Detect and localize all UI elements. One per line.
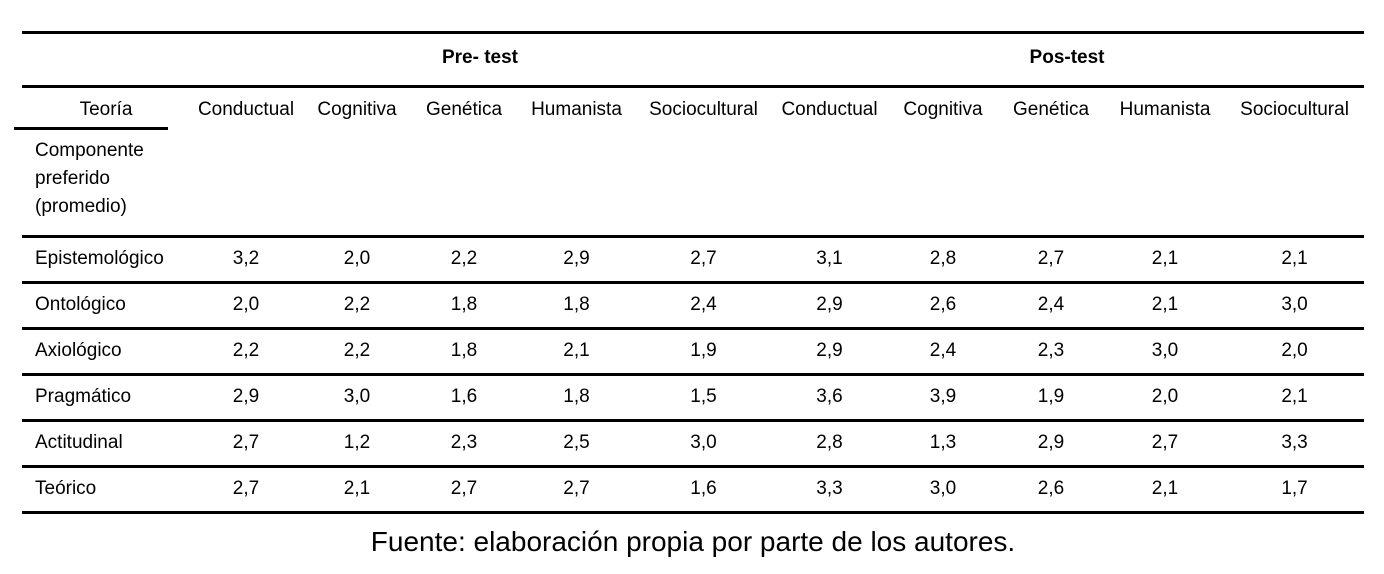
cell-value: 3,0 — [1105, 328, 1226, 376]
column-header-row: Teoría Conductual Cognitiva Genética Hum… — [14, 87, 1364, 133]
column-header-sociocultural-pre: Sociocultural — [649, 99, 758, 120]
cell-value: 1,3 — [889, 420, 998, 468]
cell-value: 1,9 — [997, 374, 1106, 422]
component-header-spacer — [190, 132, 1365, 238]
cell-value: 1,9 — [637, 328, 771, 376]
table-row-ontologico: Ontológico 2,0 2,2 1,8 1,8 2,4 2,9 2,6 2… — [22, 282, 1365, 330]
column-header-genetica-pre: Genética — [425, 99, 503, 120]
table-row-teorico: Teórico 2,7 2,1 2,7 2,7 1,6 3,3 3,0 2,6 … — [22, 467, 1364, 513]
component-subheader-row: Componente preferido (promedio) — [22, 132, 1365, 238]
postest-group-header: Pos-test — [770, 32, 1365, 88]
cell-value: 2,1 — [343, 478, 371, 499]
cell-value: 2,0 — [302, 236, 412, 284]
source-caption: Fuente: elaboración propia por parte de … — [370, 526, 1016, 557]
theory-underline-rule — [14, 127, 168, 130]
cell-value: 2,1 — [1151, 478, 1179, 499]
row-label: Teórico — [35, 478, 97, 499]
column-header-humanista-pos: Humanista — [1119, 99, 1211, 120]
cell-value: 2,0 — [1225, 328, 1365, 376]
cell-value: 2,9 — [190, 374, 302, 422]
cell-value: 2,8 — [770, 420, 890, 468]
column-header-conductual-pos: Conductual — [781, 99, 878, 120]
theory-header-cell: Teoría — [14, 87, 190, 133]
cell-value: 1,6 — [412, 374, 516, 422]
column-header-conductual-pre: Conductual — [197, 99, 295, 120]
cell-value: 2,2 — [302, 328, 412, 376]
cell-value: 2,1 — [1225, 236, 1365, 284]
cell-value: 1,8 — [412, 328, 516, 376]
component-line-1: Componente — [35, 140, 144, 161]
cell-value: 2,7 — [232, 478, 260, 499]
cell-value: 3,0 — [1225, 282, 1365, 330]
cell-value: 2,4 — [997, 282, 1106, 330]
cell-value: 2,9 — [770, 328, 890, 376]
column-header-humanista-pre: Humanista — [531, 99, 622, 120]
cell-value: 2,7 — [1105, 420, 1226, 468]
cell-value: 1,5 — [637, 374, 771, 422]
row-label: Pragmático — [22, 374, 190, 422]
row-label: Epistemológico — [22, 236, 190, 284]
column-header-cognitiva-pos: Cognitiva — [903, 99, 983, 120]
component-line-3: (promedio) — [35, 196, 127, 217]
cell-value: 2,2 — [412, 236, 516, 284]
column-header-genetica-pos: Genética — [1012, 99, 1090, 120]
cell-value: 2,6 — [889, 282, 998, 330]
cell-value: 3,0 — [929, 478, 957, 499]
pretest-group-header: Pre- test — [190, 32, 771, 88]
row-label: Axiológico — [22, 328, 190, 376]
cell-value: 1,7 — [1281, 478, 1308, 499]
cell-value: 3,3 — [1225, 420, 1365, 468]
row-label: Ontológico — [22, 282, 190, 330]
cell-value: 3,3 — [816, 478, 843, 499]
row-label: Actitudinal — [22, 420, 190, 468]
cell-value: 2,7 — [563, 478, 590, 499]
cell-value: 3,6 — [770, 374, 890, 422]
table-figure: Pre- test Pos-test Teoría Conductual Cog… — [14, 31, 1365, 557]
cell-value: 2,4 — [889, 328, 998, 376]
cell-value: 1,2 — [302, 420, 412, 468]
cell-value: 2,1 — [516, 328, 637, 376]
table-row-actitudinal: Actitudinal 2,7 1,2 2,3 2,5 3,0 2,8 1,3 … — [22, 420, 1365, 468]
cell-value: 2,5 — [516, 420, 637, 468]
pre-pos-test-table: Pre- test Pos-test Teoría Conductual Cog… — [14, 31, 1365, 514]
cell-value: 2,1 — [1225, 374, 1365, 422]
cell-value: 2,7 — [637, 236, 771, 284]
cell-value: 2,0 — [190, 282, 302, 330]
cell-value: 2,1 — [1105, 236, 1226, 284]
cell-value: 2,9 — [770, 282, 890, 330]
cell-value: 3,0 — [302, 374, 412, 422]
cell-value: 2,2 — [190, 328, 302, 376]
table-row-epistemologico: Epistemológico 3,2 2,0 2,2 2,9 2,7 3,1 2… — [22, 236, 1365, 284]
cell-value: 3,9 — [889, 374, 998, 422]
cell-value: 1,8 — [516, 282, 637, 330]
component-header-cell: Componente preferido (promedio) — [22, 132, 190, 238]
column-header-sociocultural-pos: Sociocultural — [1240, 99, 1349, 120]
cell-value: 2,3 — [412, 420, 516, 468]
cell-value: 2,0 — [1105, 374, 1226, 422]
table-row-axiologico: Axiológico 2,2 2,2 1,8 2,1 1,9 2,9 2,4 2… — [22, 328, 1365, 376]
column-header-cognitiva-pre: Cognitiva — [317, 99, 397, 120]
theory-header-label: Teoría — [79, 99, 133, 120]
cell-value: 2,6 — [1037, 478, 1065, 499]
corner-cell — [22, 32, 190, 88]
test-phase-header-row: Pre- test Pos-test — [22, 32, 1365, 88]
cell-value: 2,7 — [190, 420, 302, 468]
cell-value: 1,8 — [412, 282, 516, 330]
cell-value: 2,2 — [302, 282, 412, 330]
cell-value: 2,7 — [450, 478, 478, 499]
cell-value: 2,1 — [1105, 282, 1226, 330]
cell-value: 2,3 — [997, 328, 1106, 376]
cell-value: 2,7 — [997, 236, 1106, 284]
cell-value: 3,1 — [770, 236, 890, 284]
cell-value: 2,8 — [889, 236, 998, 284]
cell-value: 1,6 — [690, 478, 717, 499]
cell-value: 3,0 — [637, 420, 771, 468]
cell-value: 2,9 — [997, 420, 1106, 468]
cell-value: 2,9 — [516, 236, 637, 284]
cell-value: 3,2 — [190, 236, 302, 284]
component-line-2: preferido — [35, 168, 110, 189]
cell-value: 1,8 — [516, 374, 637, 422]
cell-value: 2,4 — [637, 282, 771, 330]
table-row-pragmatico: Pragmático 2,9 3,0 1,6 1,8 1,5 3,6 3,9 1… — [22, 374, 1365, 422]
